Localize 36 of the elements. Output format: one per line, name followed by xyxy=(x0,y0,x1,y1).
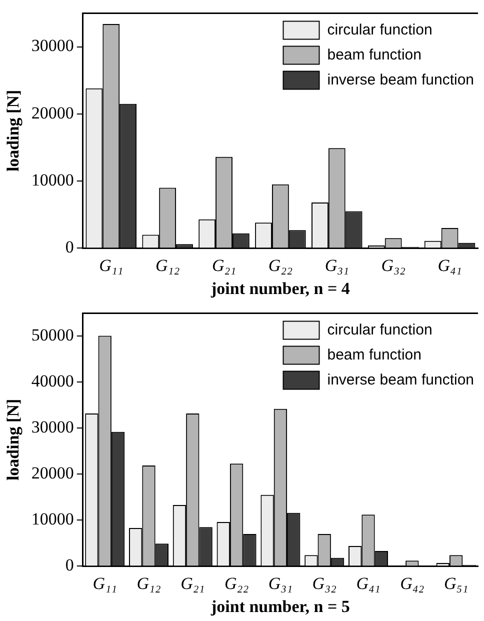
x-tick-label: G₁₁ xyxy=(99,256,124,275)
x-tick-label: G₃₂ xyxy=(312,574,336,593)
x-tick-label: G₄₂ xyxy=(400,574,424,593)
y-tick-label: 10000 xyxy=(31,510,74,529)
x-tick-label: G₃₂ xyxy=(381,256,406,275)
legend-label: circular function xyxy=(327,321,432,338)
x-tick-label: G₄₁ xyxy=(356,574,380,593)
y-tick-label: 10000 xyxy=(31,170,74,190)
x-tick-label: G₁₂ xyxy=(136,574,161,593)
y-axis-title: loading [N] xyxy=(4,398,23,481)
y-tick-label: 50000 xyxy=(31,326,74,345)
legend-label: inverse beam function xyxy=(327,71,474,88)
y-axis-title: loading [N] xyxy=(4,90,23,172)
y-tick-label: 20000 xyxy=(31,464,74,483)
x-tick-label: G₃₁ xyxy=(268,574,293,593)
y-tick-label: 0 xyxy=(65,238,74,257)
y-tick-label: 40000 xyxy=(31,372,74,391)
x-axis-title: joint number, n = 5 xyxy=(210,597,350,616)
legend-label: circular function xyxy=(327,21,432,38)
x-tick-label: G₁₂ xyxy=(156,256,180,275)
y-tick-label: 0 xyxy=(65,556,74,575)
x-axis-title: joint number, n = 4 xyxy=(210,279,350,298)
legend-label: beam function xyxy=(327,346,422,364)
x-tick-label: G₄₁ xyxy=(438,256,462,275)
y-tick-label: 30000 xyxy=(31,36,74,56)
legend-label: inverse beam function xyxy=(327,371,474,388)
legend-label: beam function xyxy=(327,46,422,64)
x-tick-label: G₂₁ xyxy=(180,574,205,593)
x-tick-label: G₂₂ xyxy=(268,256,293,275)
x-tick-label: G₁₁ xyxy=(92,574,117,593)
x-tick-label: G₂₂ xyxy=(224,574,249,593)
x-tick-label: G₅₁ xyxy=(444,574,468,593)
x-tick-label: G₃₁ xyxy=(324,256,349,275)
y-tick-label: 30000 xyxy=(31,418,74,437)
y-tick-label: 20000 xyxy=(31,103,74,122)
x-tick-label: G₂₁ xyxy=(212,256,236,275)
